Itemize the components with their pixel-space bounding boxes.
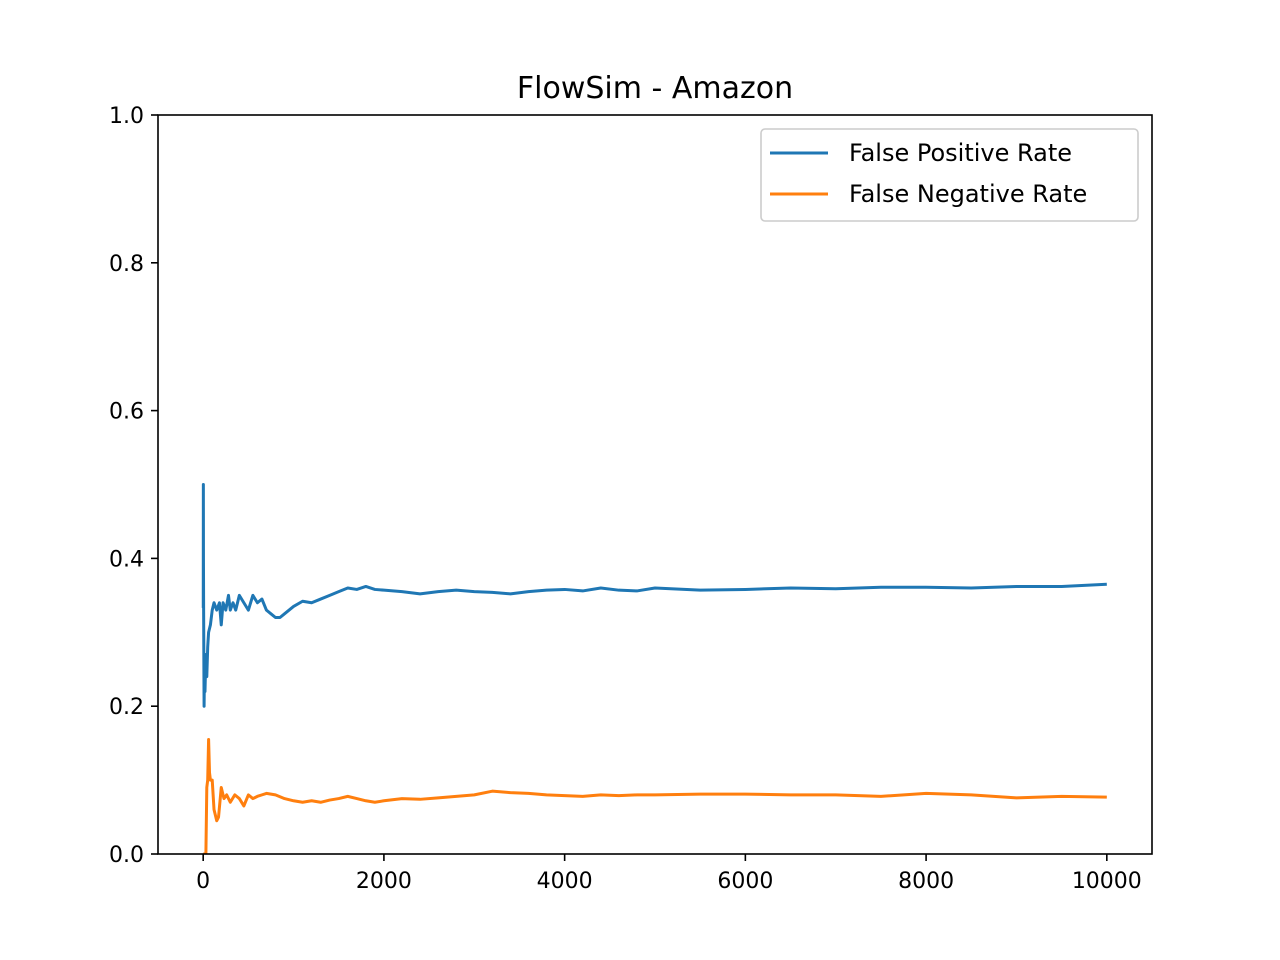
x-axis: 0 2000 4000 6000 8000 10000	[196, 854, 1142, 894]
y-axis: 0.0 0.2 0.4 0.6 0.8 1.0	[109, 104, 158, 868]
x-tick-label: 10000	[1072, 869, 1142, 894]
legend-label-1: False Positive Rate	[849, 139, 1072, 167]
legend: False Positive Rate False Negative Rate	[760, 128, 1139, 222]
legend-box	[760, 128, 1139, 222]
y-tick-label: 0.0	[109, 843, 144, 868]
y-tick-label: 1.0	[109, 104, 144, 129]
plot-area	[157, 114, 1153, 855]
series-line-2	[202, 737, 1107, 854]
x-tick-label: 8000	[898, 869, 954, 894]
x-tick-label: 0	[196, 869, 210, 894]
series-line-1	[201, 483, 1107, 708]
x-tick-label: 4000	[537, 869, 593, 894]
legend-label-2: False Negative Rate	[849, 180, 1087, 208]
y-tick-label: 0.6	[109, 400, 144, 425]
x-tick-label: 6000	[717, 869, 773, 894]
y-tick-label: 0.4	[109, 547, 144, 572]
x-tick-label: 2000	[356, 869, 412, 894]
plot-frame	[157, 114, 1153, 855]
chart-title: FlowSim - Amazon	[517, 71, 793, 106]
y-tick-label: 0.2	[109, 695, 144, 720]
y-tick-label: 0.8	[109, 252, 144, 277]
